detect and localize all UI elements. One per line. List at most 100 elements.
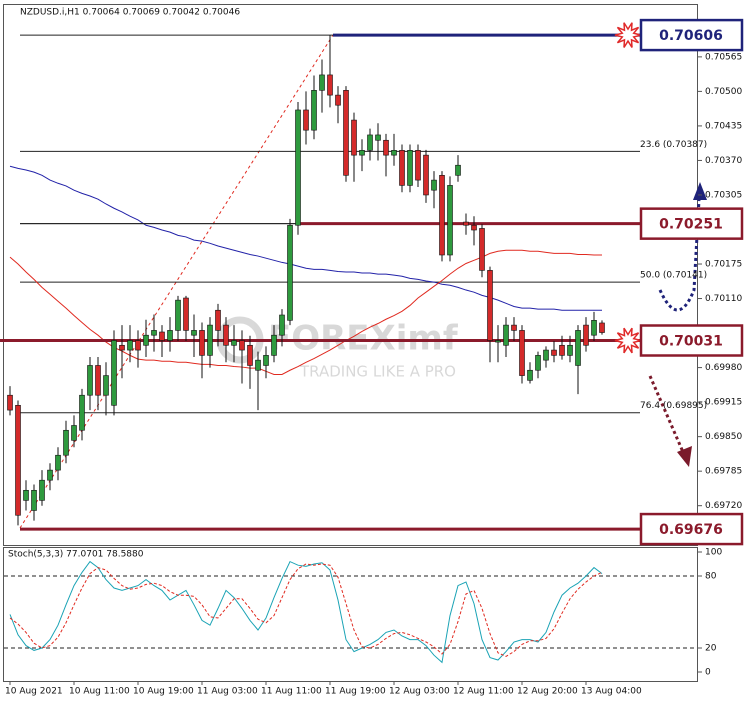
candle-body — [279, 314, 285, 336]
candle-body — [343, 90, 349, 176]
down-arrow-head — [677, 446, 692, 467]
x-tick-label: 11 Aug 19:00 — [325, 687, 386, 697]
candle-body — [103, 375, 109, 396]
candle-body — [599, 322, 605, 333]
price-box — [639, 207, 744, 240]
candle-body — [431, 179, 437, 191]
burst-icon — [614, 22, 642, 48]
candle-body — [407, 150, 413, 186]
candle-body — [231, 340, 237, 346]
watermark-brand: FOREXimf — [268, 319, 459, 359]
candle-body — [207, 324, 213, 356]
x-tick-label: 10 Aug 19:00 — [133, 687, 194, 697]
y-tick-label: 0.70435 — [705, 121, 742, 131]
candle-body — [255, 359, 261, 371]
candle-body — [31, 489, 37, 511]
candle-body — [415, 150, 421, 181]
candle-body — [511, 324, 517, 331]
moving-average — [9, 165, 602, 311]
candle-body — [295, 109, 301, 226]
candle-body — [263, 355, 269, 366]
candle-body — [575, 330, 581, 366]
fib-label: 50.0 (0.70141) — [640, 271, 707, 281]
price-box-label: 0.70606 — [659, 28, 723, 44]
candle-body — [23, 489, 29, 501]
candle-body — [215, 309, 221, 331]
candle-body — [335, 94, 341, 106]
candle-body — [463, 221, 469, 226]
candle-body — [439, 175, 445, 256]
y-tick-label: 0.70370 — [705, 156, 742, 166]
price-box — [639, 18, 744, 52]
candle-body — [455, 164, 461, 176]
candle-body — [375, 134, 381, 141]
x-tick-label: 13 Aug 04:00 — [581, 687, 642, 697]
candle-body — [63, 429, 69, 456]
y-tick-label: 0.70305 — [705, 190, 742, 200]
candle-body — [15, 405, 21, 516]
y-tick-label: 100 — [705, 548, 722, 558]
candle-body — [247, 344, 253, 366]
watermark-tagline: TRADING LIKE A PRO — [299, 363, 456, 381]
candle-body — [151, 330, 157, 336]
candle-body — [303, 109, 309, 131]
price-box-label: 0.69676 — [659, 522, 723, 538]
candle-body — [327, 74, 333, 96]
candle-body — [519, 330, 525, 376]
candle-body — [583, 324, 589, 346]
candle-body — [567, 344, 573, 356]
burst-icon — [614, 327, 642, 354]
y-tick-label: 0.70500 — [705, 87, 742, 97]
candle-body — [223, 324, 229, 346]
y-tick-label: 0 — [705, 668, 711, 678]
y-tick-label: 0.69850 — [705, 432, 742, 442]
candle-body — [119, 344, 125, 351]
candle-body — [39, 479, 45, 501]
candle-body — [271, 334, 277, 356]
fib-anchor-line — [19, 34, 334, 529]
candle-body — [591, 320, 597, 336]
candle-body — [47, 469, 53, 481]
main-panel-frame — [3, 4, 698, 546]
fib-label: 23.6 (0.70387) — [640, 140, 707, 150]
candle-body — [311, 90, 317, 131]
up-arrow — [658, 199, 701, 312]
candle-body — [199, 330, 205, 356]
watermark: FOREXimf TRADING LIKE A PRO — [216, 316, 459, 381]
y-tick-label: 0.69915 — [705, 398, 742, 408]
candle-body — [135, 340, 141, 351]
candle-body — [71, 425, 77, 441]
candle-body — [535, 355, 541, 371]
candle-body — [87, 365, 93, 396]
candle-body — [399, 150, 405, 186]
candle-body — [159, 331, 165, 341]
y-tick-label: 0.69720 — [705, 501, 742, 511]
stoch-line — [9, 563, 603, 657]
x-tick-label: 10 Aug 11:00 — [69, 687, 130, 697]
x-tick-label: 12 Aug 11:00 — [453, 687, 514, 697]
candle-body — [55, 454, 61, 471]
candle-body — [191, 330, 197, 336]
candle-body — [351, 119, 357, 156]
candle-body — [487, 270, 493, 341]
price-box-label: 0.70031 — [659, 334, 723, 350]
candle-body — [479, 228, 485, 271]
x-tick-label: 12 Aug 03:00 — [389, 687, 450, 697]
up-arrow-head — [693, 182, 707, 200]
candle-body — [111, 340, 117, 406]
stoch-title: Stoch(5,3,3) 77.0701 78.5880 — [8, 550, 144, 560]
candle-body — [391, 150, 397, 156]
price-box-label: 0.70251 — [659, 217, 723, 233]
x-tick-label: 10 Aug 2021 — [5, 687, 63, 697]
candle-body — [239, 340, 245, 351]
y-tick-label: 0.69980 — [705, 363, 742, 373]
price-box — [639, 324, 744, 357]
candle-body — [503, 324, 509, 346]
candle-body — [79, 394, 85, 431]
x-tick-label: 11 Aug 03:00 — [197, 687, 258, 697]
candle-body — [447, 185, 453, 256]
candle-body — [551, 349, 557, 356]
candle-body — [183, 297, 189, 331]
y-tick-label: 0.70110 — [705, 294, 742, 304]
